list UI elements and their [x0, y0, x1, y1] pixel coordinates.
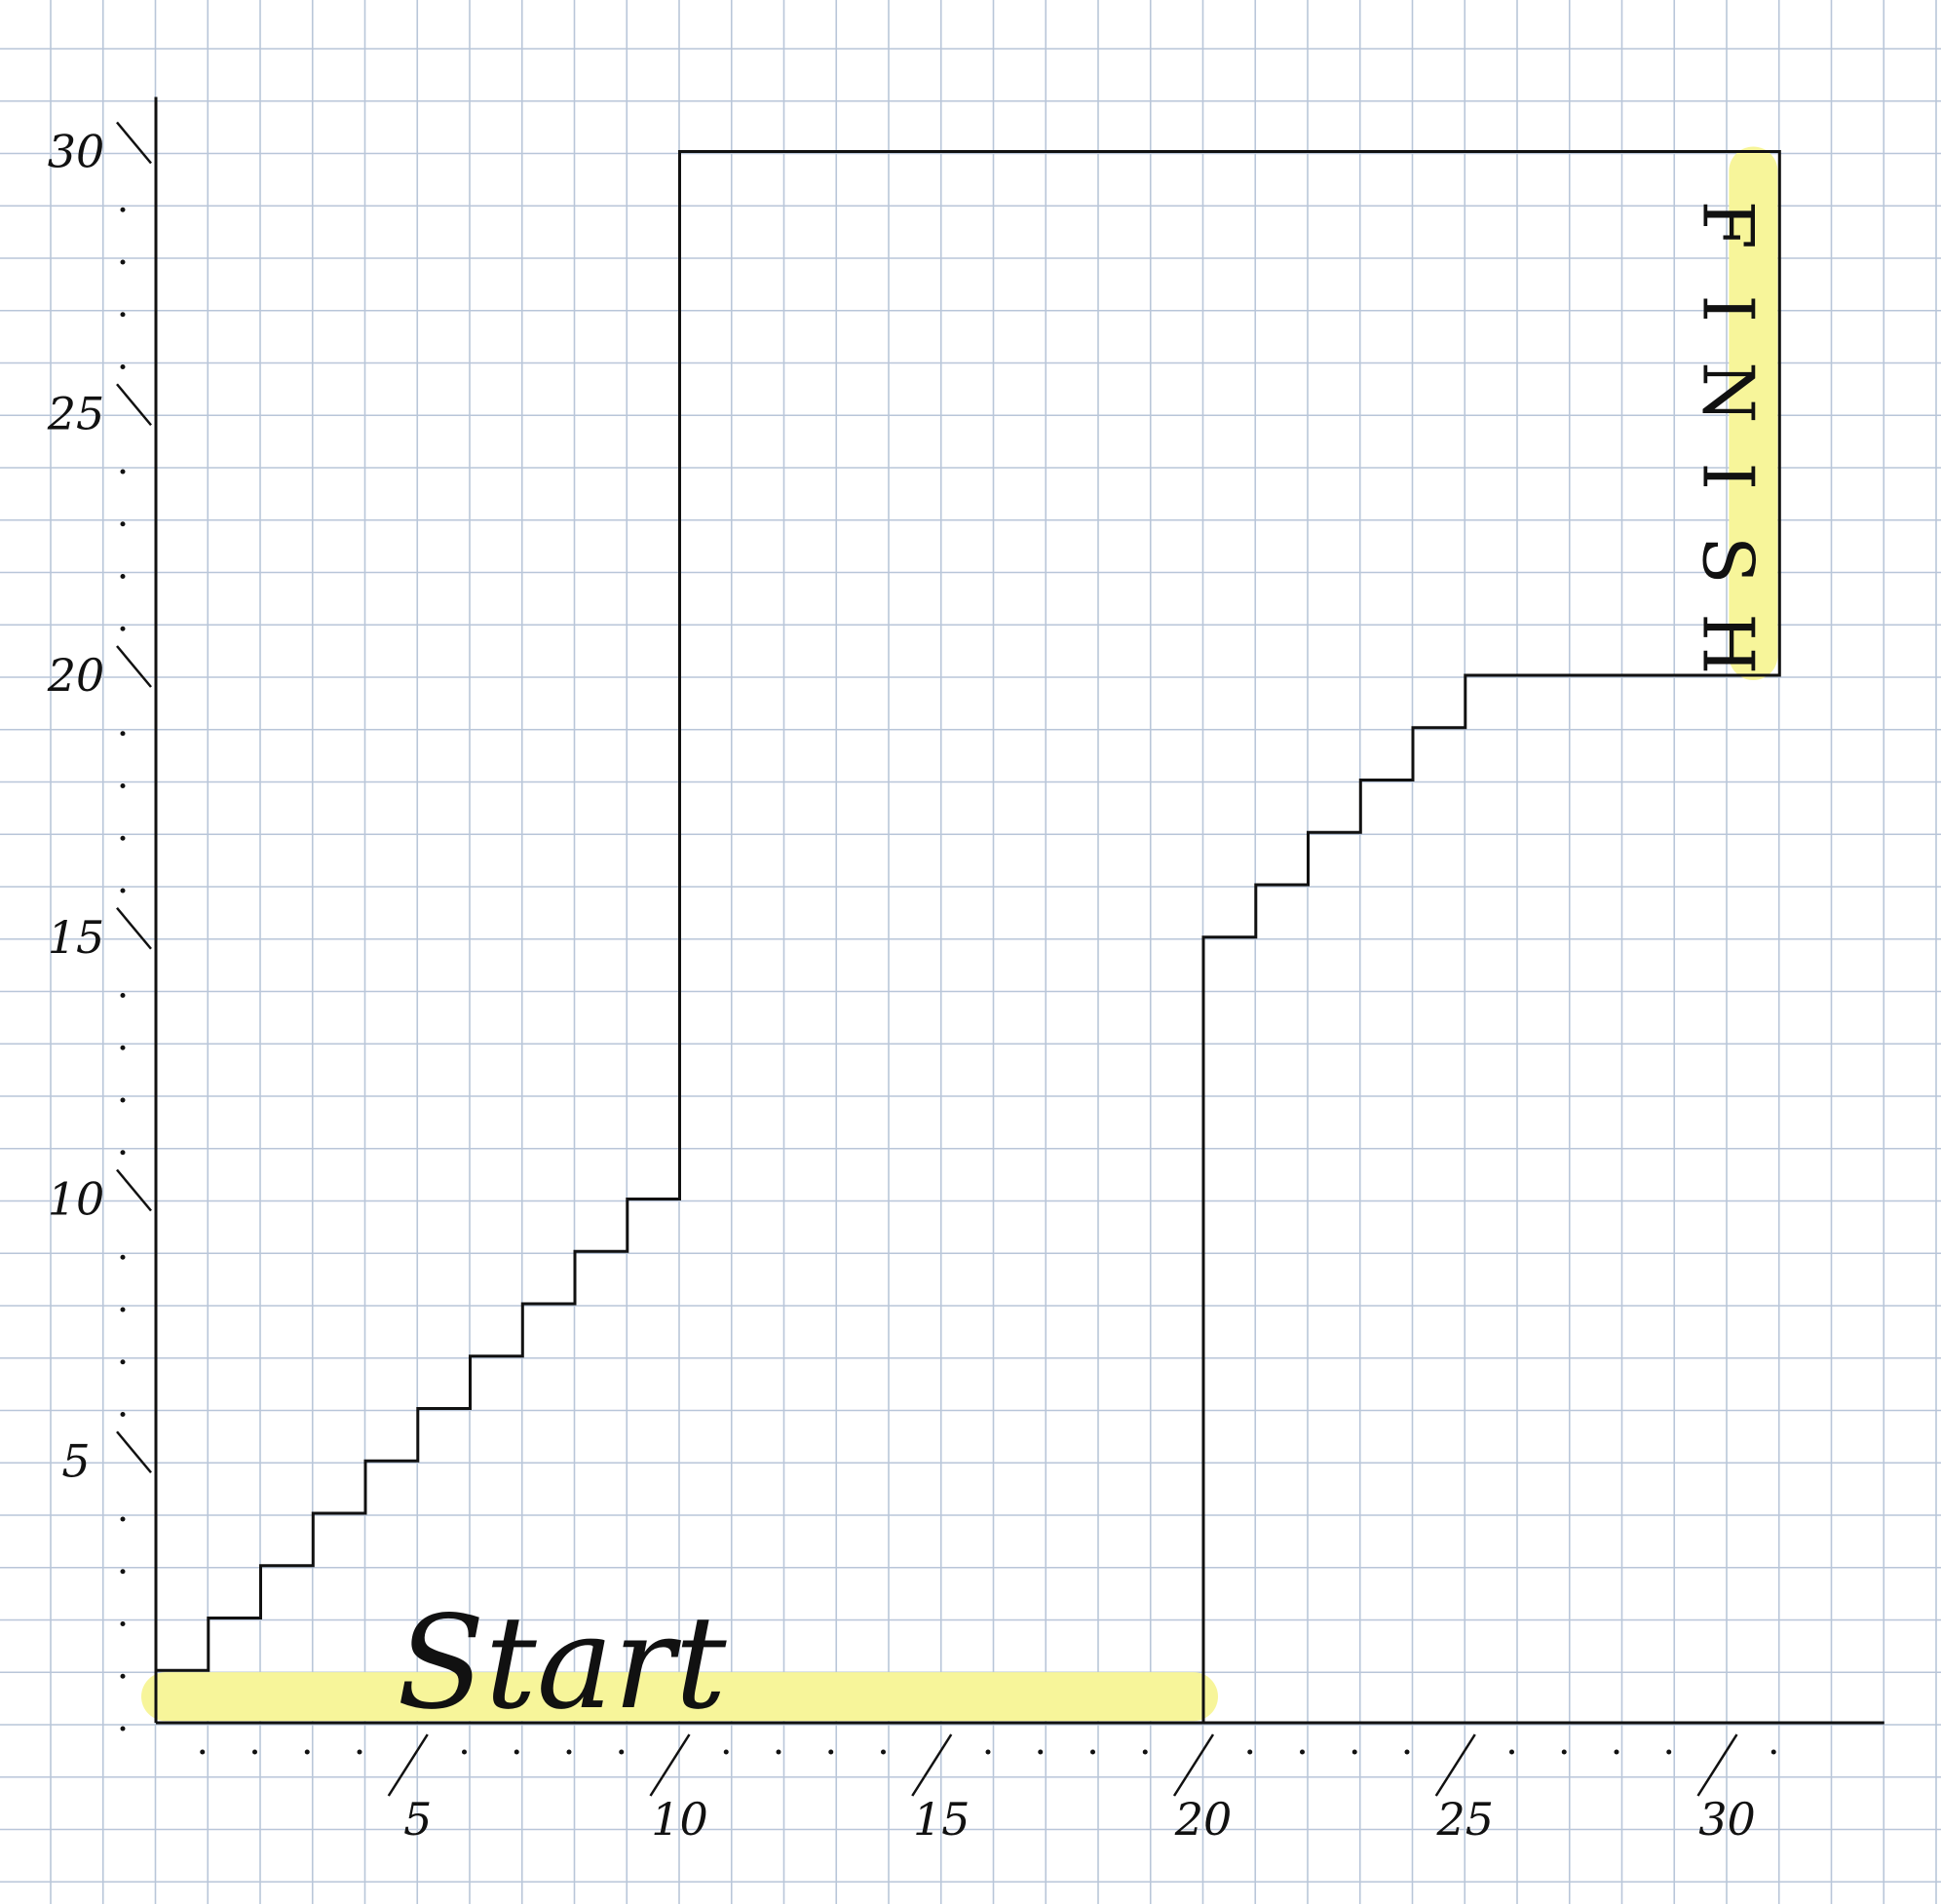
x-minor-tick [619, 1749, 625, 1755]
y-tick-mark [116, 121, 152, 165]
y-tick-label: 15 [48, 911, 105, 964]
y-tick-label: 30 [48, 126, 105, 178]
x-minor-tick [1561, 1749, 1567, 1755]
staircase-path-group [156, 150, 1781, 1723]
x-minor-tick [1404, 1749, 1410, 1755]
x-minor-tick [1666, 1749, 1672, 1755]
y-minor-tick [120, 1359, 126, 1365]
x-minor-tick [200, 1749, 206, 1755]
y-minor-tick [120, 835, 126, 841]
x-minor-tick [357, 1749, 362, 1755]
x-tick-label: 10 [651, 1793, 708, 1846]
y-tick-mark [116, 906, 152, 950]
y-tick-label: 10 [48, 1173, 105, 1226]
y-tick-mark [116, 645, 152, 688]
x-minor-tick [776, 1749, 781, 1755]
y-tick-label: 20 [47, 649, 105, 702]
x-minor-tick [1614, 1749, 1619, 1755]
start-label: Start [397, 1588, 727, 1738]
text-labels: Start F I N I SH [397, 201, 1769, 1738]
x-minor-tick [514, 1749, 519, 1755]
y-minor-tick [120, 888, 126, 894]
x-minor-tick [1509, 1749, 1514, 1755]
finish-letter: I [1688, 463, 1770, 490]
x-tick-label: 5 [403, 1793, 432, 1846]
x-minor-tick [1247, 1749, 1253, 1755]
x-minor-tick [304, 1749, 310, 1755]
y-tick-label: 5 [61, 1434, 90, 1487]
x-tick-mark [911, 1733, 953, 1797]
y-minor-tick [120, 1516, 126, 1522]
x-minor-tick [1090, 1749, 1095, 1755]
x-tick-label: 30 [1698, 1793, 1756, 1846]
x-minor-tick [723, 1749, 729, 1755]
y-minor-tick [120, 1673, 126, 1679]
x-minor-tick [1351, 1749, 1357, 1755]
y-minor-tick [120, 1097, 126, 1103]
x-minor-tick [1300, 1749, 1305, 1755]
y-tick-label: 25 [47, 387, 105, 439]
y-minor-tick [120, 259, 126, 265]
y-minor-tick [120, 1150, 126, 1156]
y-minor-tick [120, 521, 126, 527]
y-minor-tick [120, 1569, 126, 1575]
x-tick-mark [1696, 1733, 1738, 1797]
x-tick-mark [1172, 1733, 1215, 1797]
x-minor-tick [252, 1749, 257, 1755]
x-minor-tick [985, 1749, 991, 1755]
x-minor-tick [1038, 1749, 1044, 1755]
finish-letter: F [1688, 201, 1770, 249]
y-minor-tick [120, 312, 126, 318]
x-minor-tick [881, 1749, 886, 1755]
axes [154, 96, 1884, 1725]
x-minor-tick [828, 1749, 834, 1755]
y-tick-mark [116, 383, 152, 427]
x-minor-tick [1142, 1749, 1148, 1755]
x-minor-tick [462, 1749, 467, 1755]
x-minor-tick [1770, 1749, 1776, 1755]
y-minor-tick [120, 207, 126, 212]
y-minor-tick [120, 364, 126, 369]
x-tick-label: 25 [1435, 1793, 1494, 1846]
finish-letter: H [1688, 613, 1770, 674]
x-tick-mark [649, 1733, 691, 1797]
x-tick-mark [1434, 1733, 1476, 1797]
x-tick-label: 20 [1174, 1793, 1233, 1846]
y-tick-mark [116, 1430, 152, 1474]
y-minor-tick [120, 469, 126, 475]
finish-letter: S [1688, 536, 1770, 584]
y-minor-tick [120, 626, 126, 631]
axis-ticks: 5 10 15 20 25 30 5 10 15 20 25 30 [47, 121, 1776, 1846]
finish-letter: I [1688, 295, 1770, 323]
y-minor-tick [120, 574, 126, 579]
y-minor-tick [120, 731, 126, 737]
y-minor-tick [120, 1045, 126, 1050]
x-tick-mark [387, 1733, 429, 1797]
y-minor-tick [120, 1254, 126, 1260]
highlights [141, 146, 1778, 1722]
finish-letter: N [1688, 362, 1770, 423]
y-minor-tick [120, 1621, 126, 1626]
y-minor-tick [120, 1307, 126, 1313]
y-minor-tick [120, 1412, 126, 1417]
staircase-path [156, 150, 1781, 1723]
y-minor-tick [120, 783, 126, 788]
x-minor-tick [566, 1749, 572, 1755]
y-minor-tick [120, 993, 126, 998]
y-minor-tick [120, 1726, 126, 1732]
y-tick-mark [116, 1168, 152, 1212]
x-tick-label: 15 [913, 1793, 970, 1846]
